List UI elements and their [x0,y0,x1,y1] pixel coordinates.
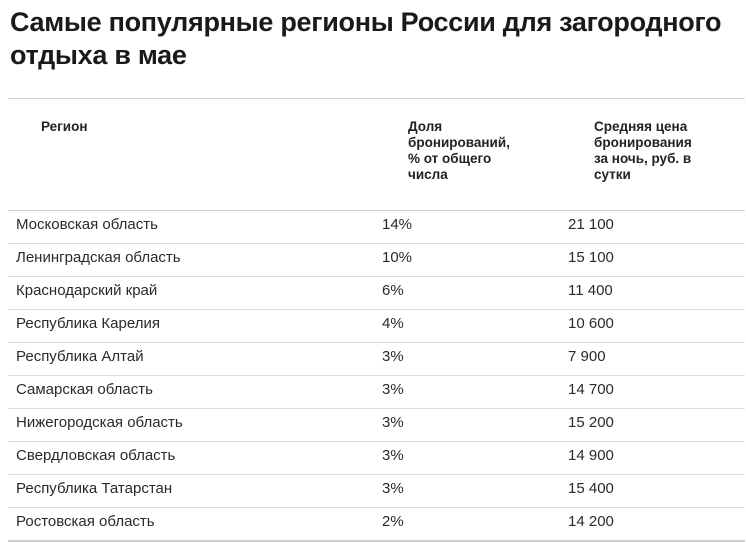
cell-price: 14 700 [568,381,614,398]
header-share: Доля бронирований, % от общего числа [408,119,510,182]
cell-price: 15 100 [568,249,614,266]
cell-region: Республика Алтай [16,348,144,365]
header-price: Средняя цена бронирования за ночь, руб. … [594,119,692,182]
header-divider [8,210,745,211]
cell-region: Московская область [16,216,158,233]
cell-share: 14% [382,216,413,233]
top-divider [8,98,745,99]
cell-price: 21 100 [568,216,614,233]
cell-share: 3% [382,447,404,464]
cell-price: 15 200 [568,414,614,431]
table-row: Московская область 14% 21 100 [8,211,745,244]
cell-region: Нижегородская область [16,414,183,431]
cell-share: 3% [382,348,404,365]
cell-region: Самарская область [16,381,153,398]
page-title: Самые популярные регионы России для заго… [10,7,722,70]
table-row: Республика Карелия 4% 10 600 [8,310,745,343]
table-row: Республика Алтай 3% 7 900 [8,343,745,376]
cell-share: 3% [382,414,404,431]
cell-price: 14 200 [568,513,614,530]
cell-share: 10% [382,249,413,266]
cell-share: 4% [382,315,404,332]
table-body: Московская область 14% 21 100 Ленинградс… [8,211,745,542]
table-row: Ленинградская область 10% 15 100 [8,244,745,277]
cell-region: Краснодарский край [16,282,158,299]
table-row: Ростовская область 2% 14 200 [8,508,745,542]
cell-price: 7 900 [568,348,606,365]
cell-price: 15 400 [568,480,614,497]
table-row: Самарская область 3% 14 700 [8,376,745,409]
table-header: Регион Доля бронирований, % от общего чи… [8,99,745,210]
cell-share: 6% [382,282,404,299]
cell-share: 2% [382,513,404,530]
table-row: Краснодарский край 6% 11 400 [8,277,745,310]
cell-region: Свердловская область [16,447,176,464]
cell-price: 14 900 [568,447,614,464]
header-region: Регион [41,119,88,134]
cell-region: Республика Татарстан [16,480,173,497]
cell-region: Республика Карелия [16,315,160,332]
cell-region: Ленинградская область [16,249,181,266]
table-row: Нижегородская область 3% 15 200 [8,409,745,442]
cell-share: 3% [382,381,404,398]
cell-price: 11 400 [568,282,613,299]
cell-price: 10 600 [568,315,614,332]
table-row: Республика Татарстан 3% 15 400 [8,475,745,508]
cell-region: Ростовская область [16,513,155,530]
cell-share: 3% [382,480,404,497]
table-row: Свердловская область 3% 14 900 [8,442,745,475]
